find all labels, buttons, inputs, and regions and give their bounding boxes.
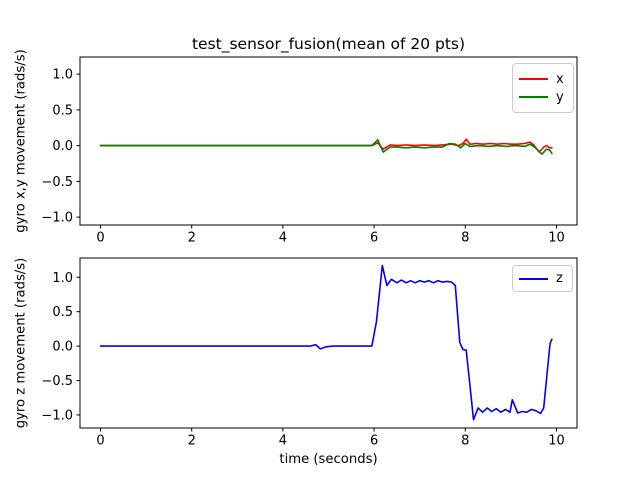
y-tick-label: 0.5 [52,305,73,320]
x-tick-label: 4 [279,231,287,246]
y-tick-label: 1.0 [52,68,73,83]
x-tick-label: 6 [370,231,378,246]
series-line-y [99,139,553,155]
x-tick-label: 8 [461,434,469,449]
y-tick-label: 0.5 [52,103,73,118]
x-tick-label: 0 [96,434,104,449]
legend-entry-y: y [513,91,573,104]
y-axis-label-bottom: gyro z movement (rads/s) [13,257,29,429]
legend-line-z-icon [519,277,548,280]
y-tick-label: −1.0 [41,211,73,226]
x-tick-label: 2 [188,434,196,449]
legend-label-y: y [556,89,564,105]
x-tick-label: 2 [188,231,196,246]
legend-entry-z: z [513,272,572,285]
y-axis-label-top: gyro x,y movement (rads/s) [13,49,29,233]
x-tick-label: 0 [96,231,104,246]
legend-label-z: z [556,271,563,286]
axes-frame [79,257,578,429]
y-tick-label: 0.0 [52,340,73,355]
chart-title: test_sensor_fusion(mean of 20 pts) [191,35,466,53]
legend-line-x-icon [519,78,548,80]
x-axis-label: time (seconds) [279,452,378,467]
y-tick-label: −0.5 [41,175,73,190]
y-tick-label: 1.0 [52,271,73,286]
legend-bottom: z [512,265,573,292]
legend-top: x y [512,63,574,113]
y-tick-label: −0.5 [41,374,73,389]
x-tick-label: 8 [461,231,469,246]
series-line-z [99,264,553,421]
y-tick-label: −1.0 [41,408,73,423]
x-tick-label: 6 [370,434,378,449]
x-tick-label: 4 [279,434,287,449]
legend-line-y-icon [519,96,548,98]
x-tick-label: 10 [548,231,565,246]
axes-frame [79,56,578,226]
legend-label-x: x [556,71,564,87]
legend-entry-x: x [513,73,573,86]
x-tick-label: 10 [548,434,565,449]
y-tick-label: 0.0 [52,139,73,154]
